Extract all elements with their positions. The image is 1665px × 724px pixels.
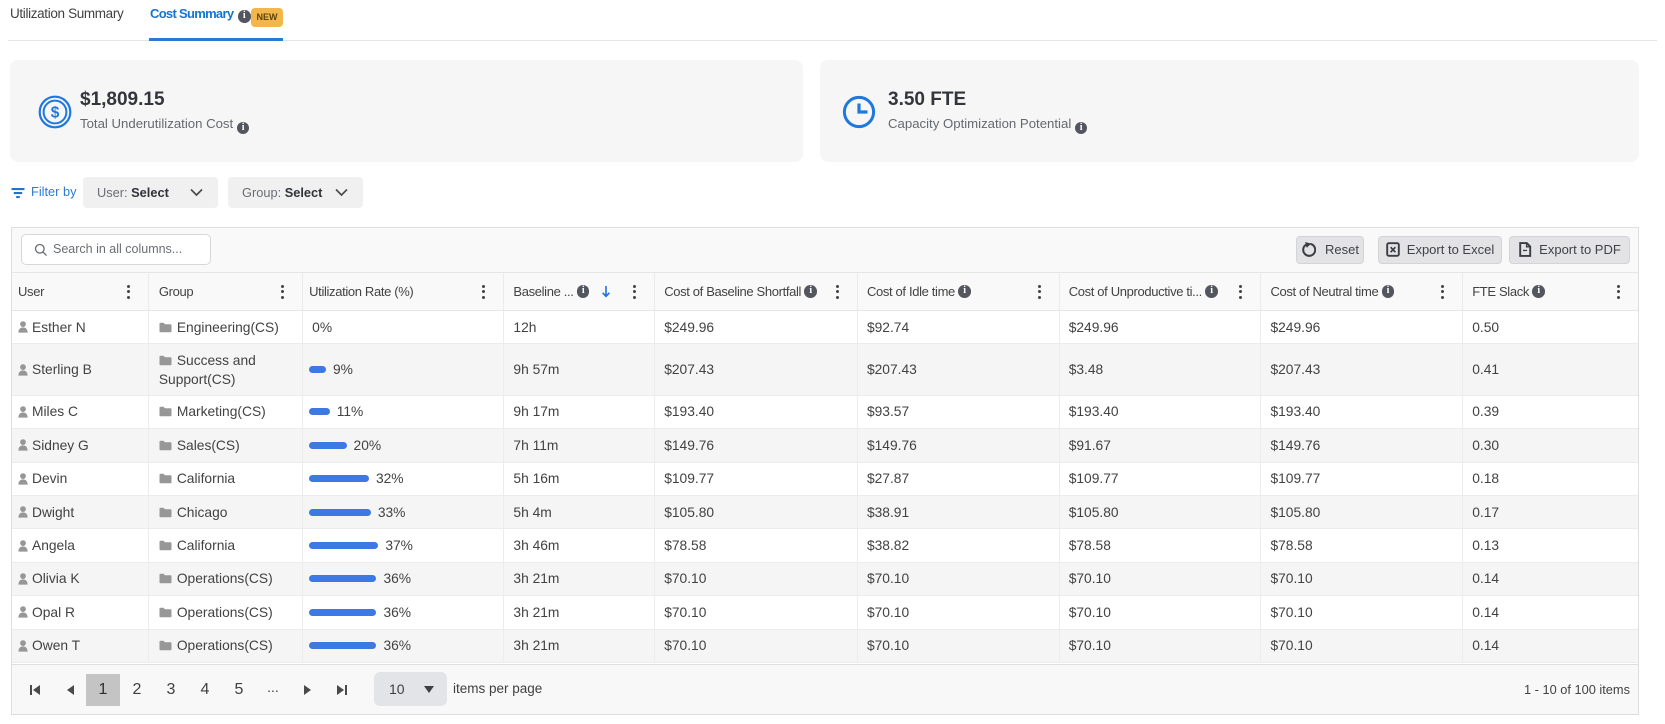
svg-text:$: $ — [51, 105, 60, 122]
